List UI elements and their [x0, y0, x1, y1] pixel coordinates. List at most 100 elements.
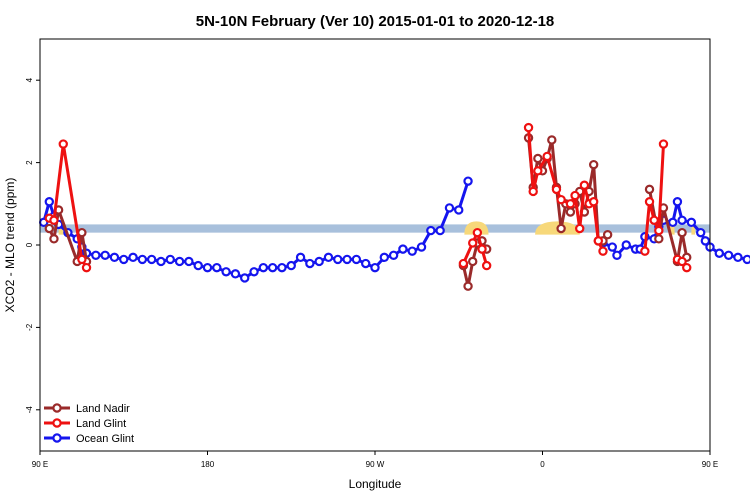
data-point: [77, 254, 87, 265]
x-axis: 90 E 180 90 W 0 90 E: [32, 451, 718, 469]
x-tick-label: 90 E: [32, 460, 48, 469]
data-point: [128, 252, 138, 263]
data-point: [109, 252, 120, 263]
data-point: [258, 262, 269, 273]
legend: Land Nadir Land Glint Ocean Glint: [44, 403, 134, 445]
data-point: [458, 258, 469, 269]
data-point: [240, 273, 250, 283]
data-point: [742, 254, 750, 265]
data-point: [370, 262, 380, 273]
data-point: [444, 203, 455, 213]
data-point: [212, 262, 222, 273]
data-point: [533, 166, 543, 176]
data-point: [682, 262, 692, 273]
x-axis-label: Longitude: [349, 477, 402, 491]
x-tick-label: 0: [540, 460, 545, 469]
data-point: [700, 236, 711, 246]
data-point: [468, 238, 478, 248]
data-point: [565, 207, 576, 217]
data-point: [221, 267, 231, 277]
legend-swatch-marker: [52, 433, 62, 443]
y-tick-label: 0: [25, 242, 34, 247]
legend-item: Land Glint: [44, 418, 126, 430]
data-point: [570, 190, 580, 201]
data-point: [677, 227, 687, 238]
data-point: [556, 194, 566, 205]
data-point: [165, 254, 175, 265]
data-point: [174, 256, 185, 267]
data-point: [435, 225, 445, 236]
data-point: [588, 159, 599, 170]
data-point: [477, 244, 487, 254]
data-point: [654, 234, 664, 244]
data-point: [193, 260, 203, 271]
data-point: [575, 223, 585, 234]
legend-label: Ocean Glint: [76, 433, 134, 445]
data-point: [672, 197, 683, 207]
data-point: [551, 184, 562, 195]
data-point: [612, 250, 622, 260]
data-point: [723, 250, 734, 260]
data-point: [426, 225, 436, 236]
data-point: [230, 269, 241, 279]
data-point: [607, 242, 617, 252]
data-point: [454, 205, 464, 215]
data-point: [463, 281, 473, 291]
y-tick-label: 2: [25, 160, 34, 165]
data-point: [267, 262, 278, 273]
y-tick-label: -2: [25, 323, 34, 331]
data-point: [416, 242, 427, 252]
data-point: [388, 250, 399, 260]
data-point: [654, 225, 664, 236]
land-patch: [464, 221, 489, 235]
data-point: [81, 262, 92, 273]
legend-label: Land Nadir: [76, 403, 130, 415]
data-point: [481, 260, 492, 271]
data-point: [91, 250, 101, 260]
data-point: [146, 254, 157, 265]
data-point: [249, 267, 259, 277]
y-tick-label: -4: [25, 406, 34, 414]
data-point: [579, 180, 590, 190]
data-point: [695, 227, 706, 238]
series-layer: [39, 122, 750, 291]
x-tick-label: 180: [201, 460, 215, 469]
data-point: [668, 217, 678, 228]
x-tick-label: 90 W: [366, 460, 385, 469]
data-point: [644, 197, 655, 207]
data-point: [640, 246, 650, 256]
data-point: [156, 256, 166, 267]
data-point: [649, 215, 659, 225]
data-point: [295, 252, 306, 263]
y-axis: -4 -2 0 2 4: [25, 77, 40, 413]
legend-label: Land Glint: [76, 418, 126, 430]
data-point: [556, 223, 566, 234]
data-point: [137, 254, 148, 265]
ocean-band: [40, 224, 710, 233]
data-point: [44, 197, 55, 207]
data-point: [658, 139, 669, 149]
data-point: [305, 258, 315, 269]
data-point: [677, 256, 687, 267]
data-point: [533, 153, 543, 164]
data-point: [686, 217, 697, 228]
legend-swatch-marker: [52, 403, 62, 413]
data-point: [621, 240, 631, 250]
data-point: [184, 256, 194, 267]
legend-swatch-marker: [52, 418, 62, 428]
data-point: [49, 215, 59, 225]
data-point: [49, 234, 59, 244]
y-tick-label: 4: [25, 77, 34, 82]
data-point: [342, 254, 352, 265]
data-point: [547, 135, 557, 145]
data-point: [598, 246, 608, 256]
data-point: [286, 260, 296, 271]
data-point: [523, 122, 534, 133]
data-point: [398, 244, 408, 254]
data-point: [528, 186, 538, 197]
data-point: [468, 256, 478, 267]
data-point: [277, 262, 287, 273]
data-point: [542, 151, 552, 162]
data-point: [58, 139, 68, 149]
data-point: [714, 248, 725, 258]
